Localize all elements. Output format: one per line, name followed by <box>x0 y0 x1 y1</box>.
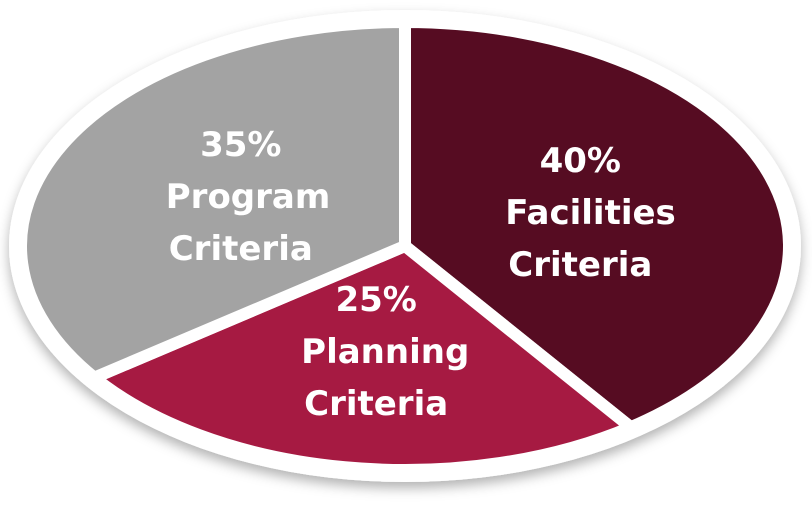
category-label: Program Criteria <box>165 177 331 270</box>
slice-label: 25% Planning Criteria <box>276 274 476 430</box>
pie-slice <box>399 16 795 434</box>
percent-label: 40% <box>539 140 621 181</box>
category-label: Planning Criteria <box>301 332 470 425</box>
pie-slice <box>88 240 637 476</box>
slice-label: 40% Facilities Criteria <box>480 135 680 291</box>
category-label: Facilities Criteria <box>505 192 676 285</box>
slice-label: 35% Program Criteria <box>141 119 341 275</box>
percent-label: 35% <box>200 125 282 166</box>
pie-slice <box>15 16 411 384</box>
percent-label: 25% <box>335 280 417 321</box>
